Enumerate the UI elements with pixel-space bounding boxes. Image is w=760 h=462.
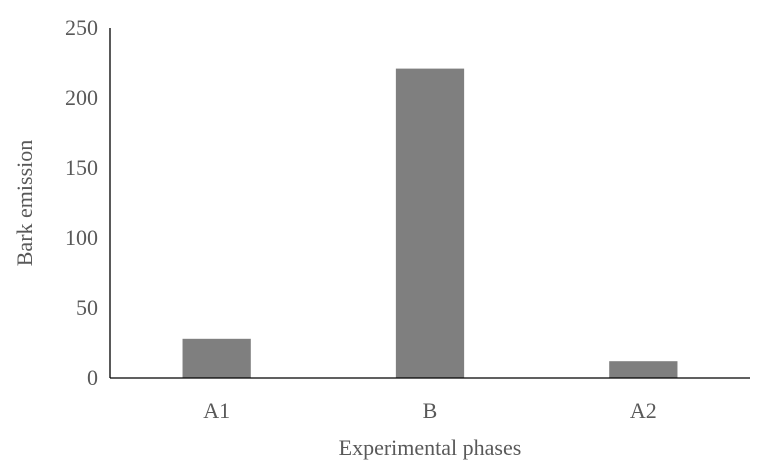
y-tick-label: 50 [76,295,98,320]
x-tick-label: B [423,398,438,423]
x-tick-label: A2 [630,398,657,423]
bar-a1 [182,338,251,378]
x-axis-ticks: A1 B A2 [203,398,657,423]
y-tick-label: 250 [65,15,98,40]
bar-a2 [609,361,678,378]
y-tick-label: 200 [65,85,98,110]
y-tick-label: 100 [65,225,98,250]
bars [182,68,678,378]
y-axis-ticks: 0 50 100 150 200 250 [65,15,98,390]
y-axis-title: Bark emission [12,140,37,267]
x-tick-label: A1 [203,398,230,423]
x-axis-title: Experimental phases [339,435,522,460]
y-tick-label: 150 [65,155,98,180]
y-tick-label: 0 [87,365,98,390]
bar-b [395,68,465,378]
